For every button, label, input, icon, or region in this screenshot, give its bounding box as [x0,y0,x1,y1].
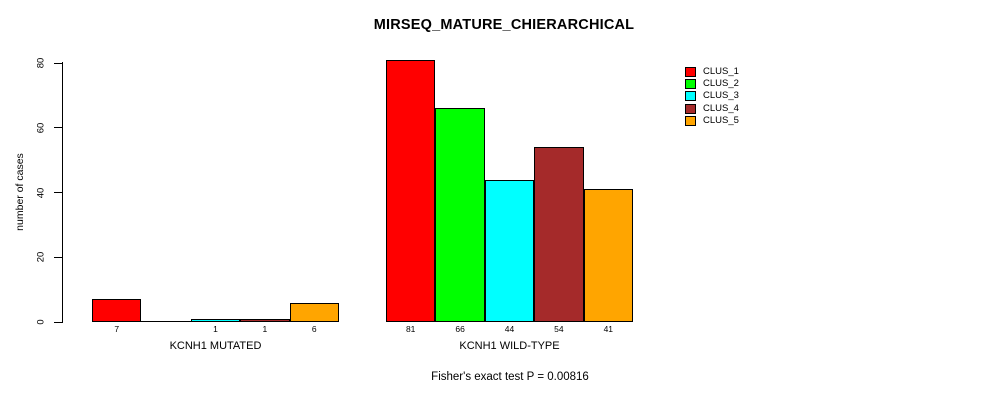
y-tick-label: 20 [35,251,47,263]
y-tick-label: 80 [35,57,47,69]
bar-clus_5 [583,189,633,322]
bar-clus_3 [484,179,535,322]
y-axis-tick [54,62,62,64]
legend-label: CLUS_2 [703,78,739,90]
fisher-test-annotation: Fisher's exact test P = 0.00816 [431,371,589,383]
legend-label: CLUS_4 [703,102,739,114]
bar-clus_1 [92,299,142,322]
legend-label: CLUS_5 [703,114,739,126]
bar-clus_2 [435,108,485,322]
y-axis-tick [54,321,62,323]
bar-clus_4 [534,147,584,322]
y-tick-label: 60 [35,122,47,134]
legend-swatch-clus_1 [685,67,696,77]
bar-value-label: 1 [213,324,218,334]
bar-clus_3 [190,318,241,322]
chart-title: MIRSEQ_MATURE_CHIERARCHICAL [373,17,635,33]
bar-value-label: 54 [554,324,564,334]
bar-value-label: 1 [262,324,268,334]
bar-value-label: 44 [504,324,515,334]
bar-value-label: 7 [114,324,120,334]
bar-clus_1 [386,59,436,322]
legend-label: CLUS_3 [703,90,739,102]
y-tick-label: 0 [35,319,47,325]
bar-value-label: 6 [311,324,317,334]
y-axis-label: number of cases [14,153,26,231]
bar-clus_5 [289,302,339,322]
legend-swatch-clus_2 [685,79,696,90]
bar-value-label: 81 [405,324,416,334]
group-label: KCNH1 MUTATED [169,340,262,352]
group-label: KCNH1 WILD-TYPE [459,340,560,352]
bar-value-label: 41 [603,324,614,334]
legend-swatch-clus_5 [685,115,696,126]
y-axis-tick [54,127,62,129]
bar-clus_4 [240,318,290,322]
y-axis-tick [54,256,62,258]
legend-label: CLUS_1 [703,66,739,77]
legend-swatch-clus_4 [685,103,696,114]
bar-value-label: 66 [455,324,465,334]
y-axis-tick [54,192,62,193]
y-axis-line [62,62,63,323]
y-tick-label: 40 [35,187,47,198]
legend-swatch-clus_3 [685,91,696,102]
